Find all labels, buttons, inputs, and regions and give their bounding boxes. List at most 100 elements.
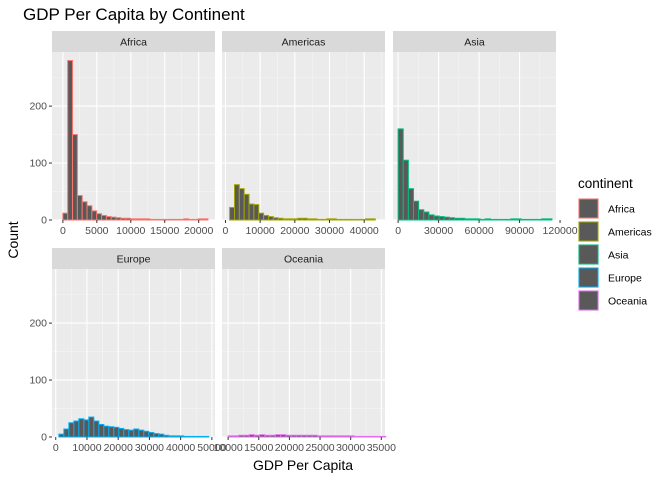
- x-tick-label: 30000: [424, 225, 453, 237]
- histogram-bar-americas: [326, 218, 333, 221]
- y-tick-label: 100: [29, 375, 47, 387]
- histogram-bar-asia: [402, 159, 409, 221]
- histogram-bar-europe: [173, 435, 180, 438]
- histogram-bar-asia: [489, 218, 497, 221]
- x-tick-label: 60000: [464, 225, 493, 237]
- histogram-bar-asia: [530, 218, 538, 221]
- histogram-bar-africa: [91, 210, 98, 221]
- histogram-bar-asia: [454, 217, 461, 221]
- histogram-bar-americas: [287, 218, 294, 221]
- histogram-bar-oceania: [343, 435, 350, 438]
- histogram-bar-americas: [340, 218, 347, 221]
- x-tick-label: 40000: [350, 225, 379, 237]
- histogram-bar-asia: [469, 218, 476, 221]
- histogram-bar-africa: [120, 217, 127, 221]
- histogram-bar-americas: [311, 218, 318, 221]
- histogram-bar-europe: [68, 422, 75, 438]
- x-tick-label: 10000: [214, 442, 243, 454]
- histogram-bar-americas: [335, 218, 342, 221]
- histogram-bar-oceania: [332, 435, 339, 438]
- histogram-bar-europe: [143, 430, 150, 438]
- x-tick-label: 0: [60, 225, 66, 237]
- histogram-bar-americas: [267, 216, 274, 221]
- histogram-bar-europe: [158, 433, 165, 438]
- facet-strip-asia: [393, 31, 556, 52]
- histogram-bar-oceania: [259, 434, 266, 438]
- histogram-bar-oceania: [301, 434, 308, 438]
- histogram-bar-africa: [159, 218, 165, 221]
- histogram-bar-americas: [233, 184, 240, 221]
- histogram-bar-europe: [123, 429, 130, 438]
- x-tick-label: 20000: [184, 225, 213, 237]
- histogram-bar-africa: [202, 218, 209, 221]
- histogram-bar-europe: [193, 435, 200, 438]
- histogram-bar-asia: [546, 218, 553, 221]
- x-tick-label: 20000: [104, 442, 133, 454]
- panel-background-europe: [52, 269, 215, 437]
- histogram-bar-americas: [350, 218, 357, 221]
- histogram-bar-oceania: [358, 435, 366, 438]
- histogram-bar-europe: [73, 420, 80, 438]
- x-tick-label: 30000: [135, 442, 164, 454]
- histogram-bar-asia: [459, 217, 466, 221]
- x-tick-label: 30000: [336, 442, 365, 454]
- histogram-bar-asia: [495, 218, 502, 221]
- histogram-bar-africa: [72, 134, 78, 221]
- histogram-bar-asia: [484, 218, 491, 221]
- histogram-bar-americas: [243, 193, 250, 221]
- histogram-bar-oceania: [316, 435, 324, 438]
- histogram-bar-africa: [101, 214, 107, 221]
- x-tick-label: 0: [53, 442, 59, 454]
- x-tick-label: 50000: [197, 442, 226, 454]
- histogram-bar-africa: [62, 212, 69, 221]
- histogram-bar-africa: [173, 218, 180, 221]
- x-tick-label: 20000: [280, 225, 309, 237]
- x-tick-label: 15000: [244, 442, 273, 454]
- histogram-bar-europe: [163, 434, 170, 438]
- x-tick-label: 40000: [166, 442, 195, 454]
- histogram-bar-asia: [505, 218, 512, 221]
- histogram-bar-oceania: [280, 434, 287, 438]
- facet-europe: Europe 0 10000 20000 30000 40000 50000 0 100 200: [29, 248, 227, 454]
- legend-label-oceania: Oceania: [608, 296, 647, 308]
- histogram-bar-oceania: [353, 435, 360, 438]
- histogram-bar-africa: [144, 218, 151, 221]
- histogram-bar-africa: [134, 218, 141, 221]
- x-tick-label: 30000: [315, 225, 344, 237]
- histogram-bar-oceania: [337, 435, 345, 438]
- histogram-bar-oceania: [253, 434, 261, 438]
- histogram-bar-oceania: [290, 434, 297, 438]
- facet-strip-oceania: [222, 248, 385, 269]
- histogram-bar-europe: [88, 416, 95, 438]
- histogram-bar-africa: [188, 218, 194, 221]
- histogram-bar-asia: [407, 188, 415, 221]
- legend: continent Africa Americas Asia Europe Oceani…: [578, 176, 652, 311]
- histogram-bar-oceania: [232, 435, 240, 438]
- legend-label-americas: Americas: [608, 227, 652, 239]
- x-tick-label: 20000: [275, 442, 304, 454]
- histogram-bar-europe: [103, 425, 110, 438]
- histogram-bar-africa: [178, 218, 185, 221]
- histogram-bar-asia: [433, 215, 440, 221]
- legend-key-americas: [578, 221, 599, 242]
- histogram-bar-oceania: [311, 434, 318, 438]
- y-tick-label: 0: [41, 215, 47, 227]
- histogram-bar-europe: [178, 435, 185, 438]
- histogram-bar-americas: [345, 218, 352, 221]
- histogram-bar-africa: [197, 218, 204, 221]
- legend-label-asia: Asia: [608, 250, 629, 262]
- histogram-bar-asia: [541, 218, 548, 221]
- histogram-bar-africa: [86, 205, 93, 221]
- histogram-bar-asia: [479, 218, 486, 221]
- facet-africa: Africa 0 5000 10000 15000 20000 0 100 200: [29, 31, 215, 237]
- histogram-bar-europe: [63, 428, 70, 438]
- histogram-bar-asia: [515, 218, 522, 221]
- histogram-bar-oceania: [374, 435, 381, 438]
- facet-strip-americas: [222, 31, 385, 52]
- histogram-bar-africa: [81, 201, 88, 221]
- histogram-bar-americas: [263, 214, 269, 221]
- x-tick-label: 10000: [72, 442, 101, 454]
- y-tick-label: 200: [29, 318, 47, 330]
